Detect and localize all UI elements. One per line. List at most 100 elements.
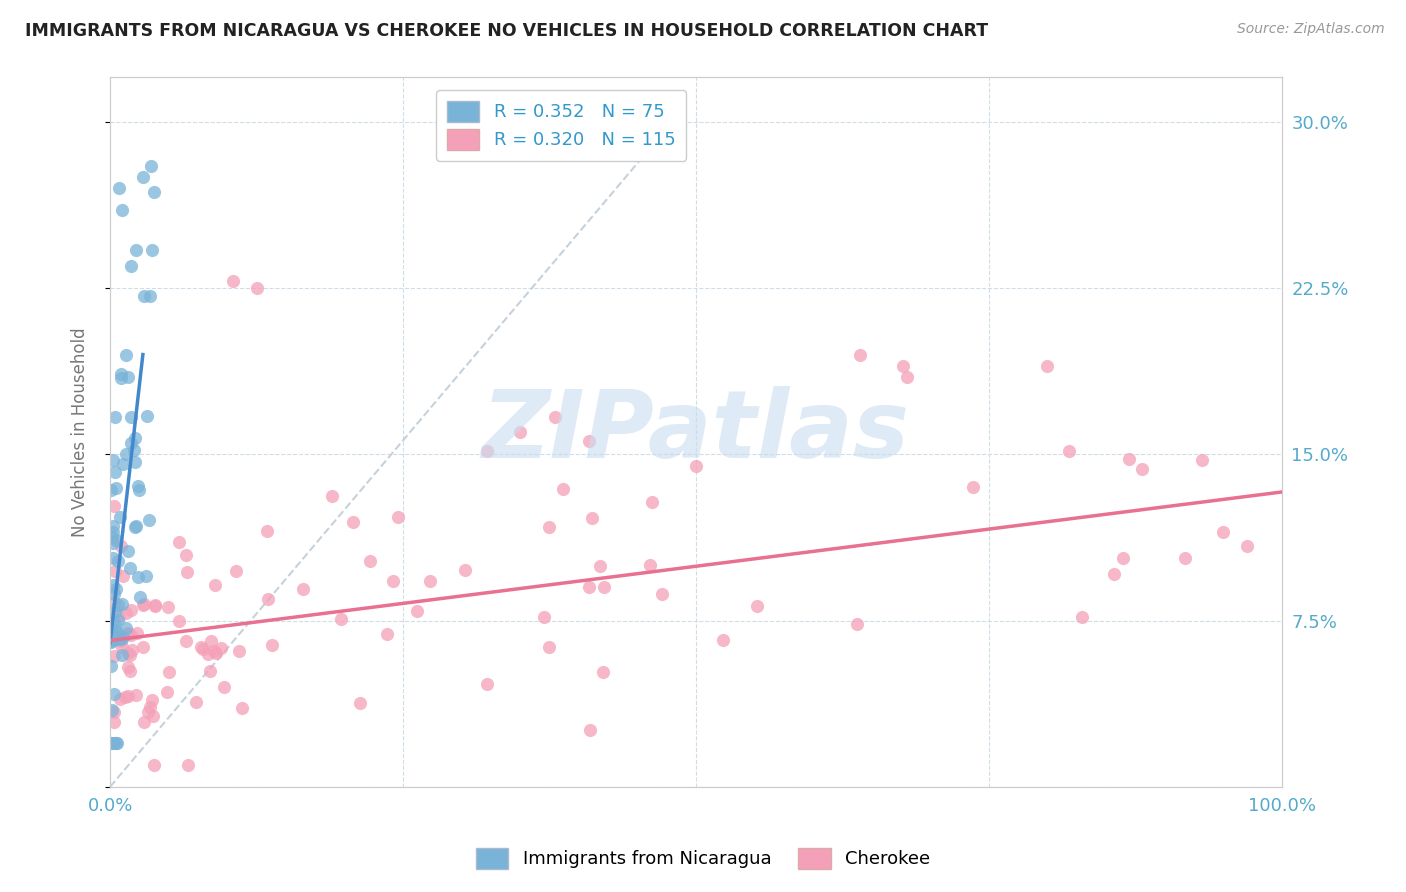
Point xyxy=(143,599,166,614)
Point xyxy=(110,632,132,646)
Point xyxy=(1130,462,1153,476)
Point xyxy=(132,597,155,611)
Point xyxy=(100,483,122,497)
Point xyxy=(191,641,214,656)
Point xyxy=(475,676,498,690)
Point xyxy=(141,693,163,707)
Point xyxy=(103,633,125,648)
Point xyxy=(896,369,918,384)
Point xyxy=(101,518,124,533)
Point xyxy=(104,628,127,642)
Point xyxy=(110,540,132,554)
Point xyxy=(245,281,267,295)
Point xyxy=(121,643,143,657)
Point xyxy=(212,680,235,694)
Point xyxy=(1118,451,1140,466)
Point xyxy=(260,638,283,652)
Point xyxy=(124,519,146,533)
Point xyxy=(115,606,138,620)
Point xyxy=(174,548,197,562)
Point xyxy=(157,665,180,679)
Point xyxy=(111,203,134,218)
Point xyxy=(125,688,148,702)
Point xyxy=(205,646,228,660)
Point xyxy=(537,640,560,654)
Point xyxy=(593,581,616,595)
Point xyxy=(292,582,315,596)
Point xyxy=(105,481,128,495)
Point xyxy=(190,640,212,654)
Y-axis label: No Vehicles in Household: No Vehicles in Household xyxy=(72,327,89,537)
Point xyxy=(103,714,125,729)
Point xyxy=(197,647,219,661)
Point xyxy=(1236,540,1258,554)
Point xyxy=(1174,551,1197,566)
Point xyxy=(962,480,984,494)
Point xyxy=(419,574,441,588)
Point xyxy=(103,587,125,601)
Point xyxy=(103,536,125,550)
Point xyxy=(174,634,197,648)
Point xyxy=(125,625,148,640)
Point xyxy=(132,599,155,613)
Point xyxy=(142,186,165,200)
Point xyxy=(578,434,600,448)
Point xyxy=(101,453,124,467)
Point xyxy=(110,371,132,385)
Point xyxy=(115,347,138,361)
Point xyxy=(209,641,232,656)
Point xyxy=(108,181,131,195)
Point xyxy=(157,599,180,614)
Point xyxy=(132,715,155,730)
Point xyxy=(225,564,247,578)
Point xyxy=(125,244,148,258)
Point xyxy=(641,495,664,509)
Point xyxy=(117,627,139,641)
Point xyxy=(176,757,198,772)
Point xyxy=(544,409,567,424)
Point xyxy=(104,465,127,479)
Point xyxy=(321,489,343,503)
Point xyxy=(342,515,364,529)
Point xyxy=(103,551,125,566)
Point xyxy=(128,483,150,497)
Point xyxy=(101,703,124,717)
Point xyxy=(100,735,122,749)
Point xyxy=(103,648,125,663)
Point xyxy=(105,533,128,547)
Point xyxy=(1057,444,1080,458)
Point xyxy=(202,643,225,657)
Point xyxy=(1102,566,1125,581)
Point xyxy=(118,561,141,575)
Point xyxy=(103,595,125,609)
Text: ZIPatlas: ZIPatlas xyxy=(482,386,910,478)
Point xyxy=(122,442,145,457)
Point xyxy=(184,695,207,709)
Point xyxy=(588,558,610,573)
Point xyxy=(406,604,429,618)
Point xyxy=(139,289,162,303)
Point xyxy=(747,599,769,614)
Point xyxy=(581,511,603,525)
Point xyxy=(685,458,707,473)
Point xyxy=(891,359,914,374)
Point xyxy=(222,274,245,288)
Point xyxy=(198,664,221,678)
Point xyxy=(107,626,129,640)
Point xyxy=(143,598,166,612)
Point xyxy=(132,289,155,303)
Point xyxy=(98,632,121,646)
Point xyxy=(120,628,142,642)
Point xyxy=(1036,359,1059,373)
Point xyxy=(117,626,139,640)
Point xyxy=(98,624,121,638)
Point xyxy=(1112,550,1135,565)
Point xyxy=(110,367,132,381)
Point xyxy=(533,610,555,624)
Text: Source: ZipAtlas.com: Source: ZipAtlas.com xyxy=(1237,22,1385,37)
Point xyxy=(117,369,139,384)
Point xyxy=(108,510,131,524)
Point xyxy=(112,457,135,471)
Point xyxy=(125,519,148,533)
Point xyxy=(167,535,190,549)
